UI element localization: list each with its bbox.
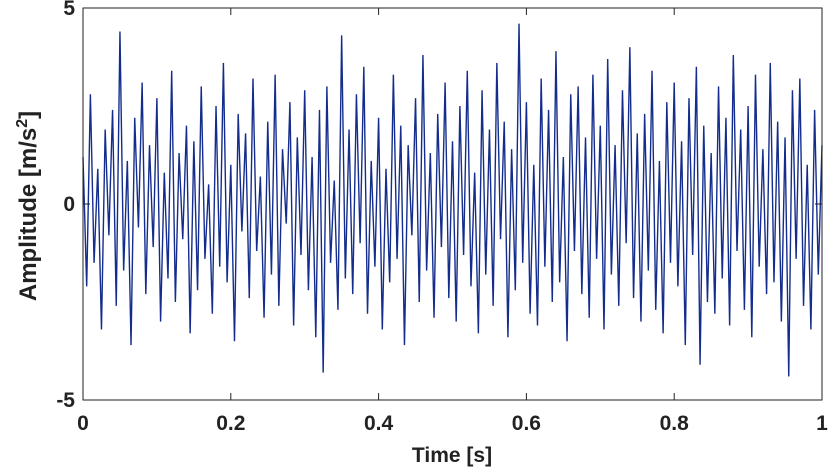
- signal-line: [82, 23, 823, 377]
- y-axis-label-end: ]: [15, 111, 42, 119]
- y-tick-label: 0: [63, 193, 75, 216]
- y-tick-label: 5: [63, 0, 75, 20]
- y-tick-label: -5: [56, 389, 75, 412]
- y-axis-label-sup: 2: [14, 119, 31, 128]
- x-tick-label: 0.2: [216, 412, 245, 435]
- x-tick-label: 1: [816, 412, 828, 435]
- plot-frame: [82, 7, 823, 401]
- x-tick-label: 0.4: [364, 412, 394, 435]
- y-axis-label-main: Amplitude [m/s: [15, 128, 42, 301]
- x-axis-label: Time [s]: [412, 444, 492, 467]
- x-tick-label: 0.6: [512, 412, 541, 435]
- x-tick-label: 0.8: [660, 412, 690, 435]
- x-tick-label: 0: [77, 412, 89, 435]
- y-axis-label: Amplitude [m/s2]: [14, 111, 42, 301]
